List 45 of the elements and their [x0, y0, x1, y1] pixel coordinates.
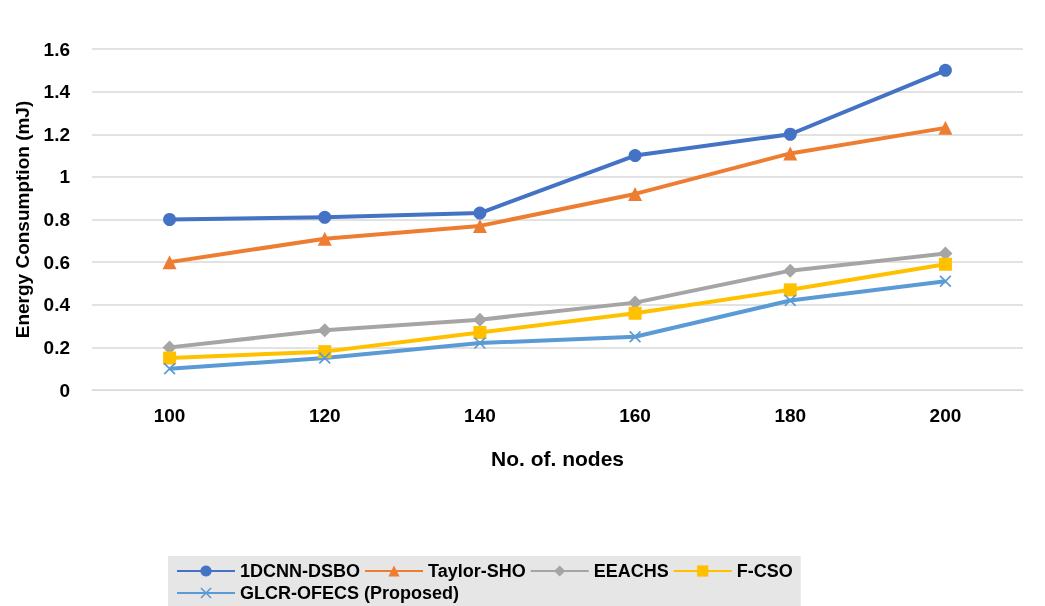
point [938, 63, 952, 77]
y-tick-label: 0.8 [43, 209, 70, 230]
point [783, 283, 797, 297]
point [473, 325, 487, 339]
y-tick-label: 1.4 [43, 81, 71, 103]
x-tick-label: 160 [619, 405, 651, 426]
y-tick-label: 0.6 [43, 251, 70, 273]
x-tick-label: 120 [308, 405, 341, 426]
legend-label: F-CSO [736, 561, 793, 581]
point [317, 231, 332, 246]
point [163, 351, 177, 365]
point [473, 337, 486, 350]
point [162, 255, 177, 270]
point [628, 149, 642, 163]
x-tick-label: 180 [774, 405, 807, 426]
x-tick-label: 200 [929, 405, 962, 426]
point [317, 323, 332, 338]
y-axis-title: Energy Consumption (mJ) [12, 100, 33, 339]
point [938, 120, 953, 135]
point [472, 312, 487, 327]
y-tick-label: 1.6 [43, 38, 70, 60]
point [472, 218, 487, 233]
legend-label: EEACHS [593, 561, 669, 581]
legend-label: Taylor-SHO [428, 561, 526, 581]
point [628, 186, 643, 201]
x-tick-label: 140 [464, 405, 496, 426]
y-tick-label: 1 [59, 166, 71, 188]
x-tick-label: 100 [153, 405, 186, 426]
point [783, 127, 797, 141]
y-tick-label: 0.2 [43, 336, 70, 358]
point [783, 263, 798, 278]
point [783, 146, 798, 161]
y-tick-label: 0.4 [43, 294, 71, 316]
legend-label: 1DCNN-DSBO [240, 561, 361, 581]
legend-label: GLCR-OFECS (Proposed) [240, 583, 459, 603]
point [163, 362, 176, 375]
point [939, 275, 952, 288]
point [938, 257, 952, 271]
point [318, 210, 332, 224]
point [628, 306, 642, 320]
point [163, 213, 177, 226]
y-tick-label: 1.2 [43, 123, 70, 145]
x-axis-title: No. of. nodes [491, 447, 624, 470]
point [473, 206, 487, 220]
y-tick-label: 0 [59, 379, 70, 401]
